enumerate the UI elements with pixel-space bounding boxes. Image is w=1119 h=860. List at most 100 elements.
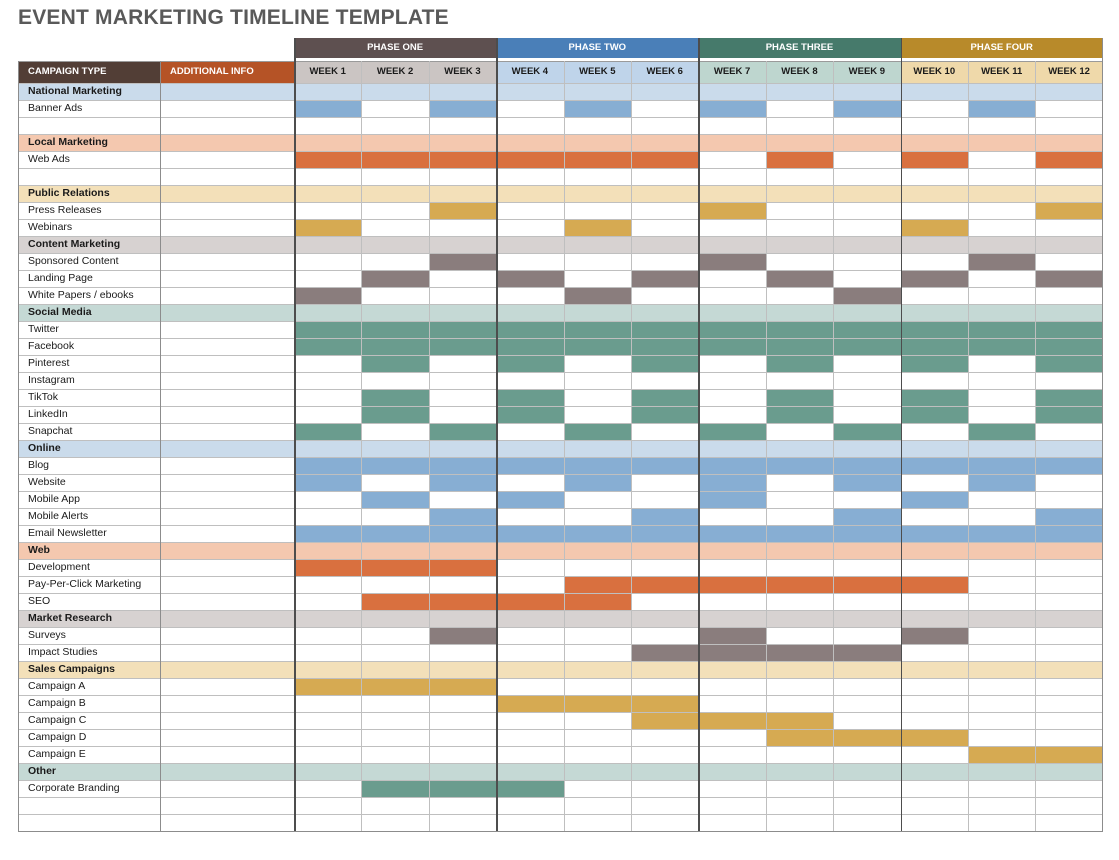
week-cell[interactable] xyxy=(496,270,564,287)
week-cell[interactable] xyxy=(631,236,699,253)
additional-info-cell[interactable] xyxy=(160,287,294,304)
week-cell[interactable] xyxy=(563,287,631,304)
week-cell[interactable] xyxy=(968,185,1036,202)
week-cell[interactable] xyxy=(563,525,631,542)
week-cell[interactable] xyxy=(833,236,901,253)
week-cell[interactable] xyxy=(428,763,497,780)
week-cell[interactable] xyxy=(1035,644,1102,661)
week-cell[interactable] xyxy=(428,610,497,627)
week-cell[interactable] xyxy=(900,542,968,559)
week-cell[interactable] xyxy=(294,457,362,474)
additional-info-cell[interactable] xyxy=(160,253,294,270)
week-cell[interactable] xyxy=(361,610,429,627)
week-cell[interactable] xyxy=(1035,610,1103,627)
week-cell[interactable] xyxy=(968,491,1035,508)
week-cell[interactable] xyxy=(496,678,563,695)
week-cell[interactable] xyxy=(361,253,428,270)
week-cell[interactable] xyxy=(563,236,631,253)
week-cell[interactable] xyxy=(765,763,834,780)
week-cell[interactable] xyxy=(294,729,361,746)
week-cell[interactable] xyxy=(429,168,496,185)
week-cell[interactable] xyxy=(968,338,1036,355)
additional-info-cell[interactable] xyxy=(160,151,294,168)
week-cell[interactable] xyxy=(698,712,766,729)
week-cell[interactable] xyxy=(833,797,900,814)
week-cell[interactable] xyxy=(698,746,765,763)
week-cell[interactable] xyxy=(294,270,361,287)
week-cell[interactable] xyxy=(294,678,362,695)
week-cell[interactable] xyxy=(294,151,362,168)
week-cell[interactable] xyxy=(698,559,765,576)
week-cell[interactable] xyxy=(1035,100,1102,117)
week-cell[interactable] xyxy=(766,678,833,695)
week-cell[interactable] xyxy=(901,287,968,304)
week-cell[interactable] xyxy=(496,372,563,389)
week-cell[interactable] xyxy=(901,678,968,695)
week-cell[interactable] xyxy=(631,219,698,236)
week-cell[interactable] xyxy=(294,491,361,508)
week-cell[interactable] xyxy=(765,304,834,321)
week-cell[interactable] xyxy=(631,168,698,185)
week-cell[interactable] xyxy=(563,576,631,593)
week-cell[interactable] xyxy=(429,695,496,712)
week-cell[interactable] xyxy=(833,304,901,321)
week-cell[interactable] xyxy=(428,593,497,610)
week-cell[interactable] xyxy=(294,661,362,678)
week-cell[interactable] xyxy=(496,117,563,134)
week-cell[interactable] xyxy=(833,525,901,542)
week-cell[interactable] xyxy=(968,610,1036,627)
additional-info-cell[interactable] xyxy=(160,117,294,134)
week-cell[interactable] xyxy=(294,236,362,253)
week-cell[interactable] xyxy=(901,746,968,763)
week-cell[interactable] xyxy=(1035,168,1102,185)
week-cell[interactable] xyxy=(361,168,428,185)
week-cell[interactable] xyxy=(900,134,968,151)
week-cell[interactable] xyxy=(428,423,497,440)
week-cell[interactable] xyxy=(833,695,900,712)
week-cell[interactable] xyxy=(1035,712,1102,729)
week-cell[interactable] xyxy=(1035,304,1103,321)
week-cell[interactable] xyxy=(765,542,834,559)
week-cell[interactable] xyxy=(833,270,900,287)
week-cell[interactable] xyxy=(428,525,497,542)
week-cell[interactable] xyxy=(564,559,631,576)
week-cell[interactable] xyxy=(698,83,766,100)
week-cell[interactable] xyxy=(698,287,765,304)
additional-info-cell[interactable] xyxy=(160,797,294,814)
week-cell[interactable] xyxy=(968,457,1036,474)
week-cell[interactable] xyxy=(900,457,968,474)
week-cell[interactable] xyxy=(968,100,1036,117)
week-cell[interactable] xyxy=(698,440,766,457)
week-cell[interactable] xyxy=(833,712,900,729)
week-cell[interactable] xyxy=(968,780,1035,797)
week-cell[interactable] xyxy=(563,593,631,610)
week-cell[interactable] xyxy=(361,644,428,661)
week-cell[interactable] xyxy=(564,746,631,763)
week-cell[interactable] xyxy=(294,763,362,780)
week-cell[interactable] xyxy=(631,508,699,525)
week-cell[interactable] xyxy=(361,559,429,576)
week-cell[interactable] xyxy=(1035,338,1103,355)
week-cell[interactable] xyxy=(631,185,699,202)
week-cell[interactable] xyxy=(631,729,698,746)
week-cell[interactable] xyxy=(833,168,900,185)
additional-info-cell[interactable] xyxy=(160,338,294,355)
week-cell[interactable] xyxy=(901,100,968,117)
week-cell[interactable] xyxy=(496,168,563,185)
week-cell[interactable] xyxy=(833,763,901,780)
week-cell[interactable] xyxy=(698,321,766,338)
week-cell[interactable] xyxy=(968,661,1036,678)
week-cell[interactable] xyxy=(496,610,564,627)
week-cell[interactable] xyxy=(1035,287,1102,304)
week-cell[interactable] xyxy=(968,202,1035,219)
week-cell[interactable] xyxy=(294,134,362,151)
additional-info-cell[interactable] xyxy=(160,729,294,746)
week-cell[interactable] xyxy=(1035,355,1103,372)
week-cell[interactable] xyxy=(428,202,497,219)
week-cell[interactable] xyxy=(833,83,901,100)
week-cell[interactable] xyxy=(968,474,1036,491)
week-cell[interactable] xyxy=(900,338,968,355)
additional-info-cell[interactable] xyxy=(160,576,294,593)
week-cell[interactable] xyxy=(361,780,429,797)
week-cell[interactable] xyxy=(765,355,834,372)
